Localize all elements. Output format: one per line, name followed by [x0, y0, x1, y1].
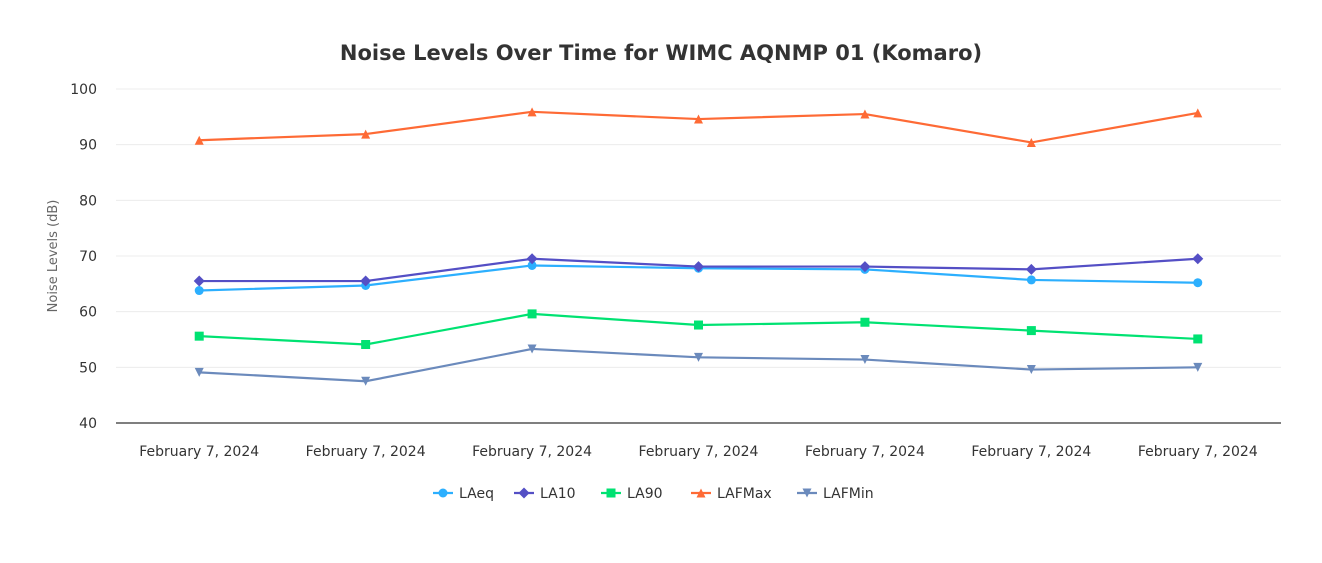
series-lafmin — [194, 344, 1203, 386]
data-point — [860, 317, 870, 327]
data-point — [194, 331, 204, 341]
x-tick-label: February 7, 2024 — [1138, 444, 1258, 460]
y-tick-label: 50 — [79, 360, 97, 376]
x-tick-label: February 7, 2024 — [639, 444, 759, 460]
series-la10 — [193, 253, 1204, 287]
data-point — [194, 135, 204, 145]
data-point — [1026, 326, 1036, 336]
data-point — [194, 286, 204, 296]
legend-label: LA10 — [540, 486, 576, 502]
y-tick-label: 100 — [70, 82, 97, 98]
data-point — [1026, 275, 1036, 285]
data-point — [527, 309, 537, 319]
x-tick-label: February 7, 2024 — [139, 444, 259, 460]
y-axis-label: Noise Levels (dB) — [46, 200, 61, 313]
data-point — [360, 275, 372, 287]
grid-lines — [116, 88, 1281, 368]
data-point — [1192, 253, 1204, 265]
data-point — [1026, 137, 1036, 147]
series-lafmax — [194, 107, 1203, 147]
legend-marker — [518, 487, 530, 499]
x-tick-label: February 7, 2024 — [805, 444, 925, 460]
series-la90 — [194, 309, 1203, 350]
legend-item-la90[interactable]: LA90 — [601, 486, 663, 502]
data-point — [194, 367, 204, 377]
x-tick-label: February 7, 2024 — [306, 444, 426, 460]
data-point — [860, 109, 870, 119]
x-tick-label: February 7, 2024 — [472, 444, 592, 460]
data-point — [1026, 365, 1036, 375]
data-point — [527, 107, 537, 117]
y-tick-label: 60 — [79, 305, 97, 321]
y-axis-ticks: 40 50 60 70 80 90 100 — [70, 82, 97, 432]
y-tick-label: 40 — [79, 416, 97, 432]
legend-item-lafmin[interactable]: LAFMin — [797, 486, 874, 502]
data-point — [693, 261, 704, 273]
data-point — [860, 355, 870, 365]
data-point — [1193, 108, 1203, 118]
legend-label: LAFMin — [823, 486, 874, 502]
series-group — [193, 107, 1204, 386]
data-point — [527, 260, 537, 270]
y-tick-label: 70 — [79, 249, 97, 265]
legend-label: LA90 — [627, 486, 663, 502]
chart-title: Noise Levels Over Time for WIMC AQNMP 01… — [340, 41, 982, 65]
data-point — [1193, 278, 1203, 288]
y-tick-label: 90 — [79, 138, 97, 154]
y-tick-label: 80 — [79, 193, 97, 209]
data-point — [1025, 263, 1037, 275]
x-tick-label: February 7, 2024 — [971, 444, 1091, 460]
data-point — [694, 320, 703, 330]
x-axis-ticks: February 7, 2024 February 7, 2024 February… — [139, 444, 1258, 460]
legend-marker — [696, 488, 706, 498]
legend-marker — [438, 488, 448, 498]
data-point — [1193, 334, 1203, 344]
data-point — [1193, 362, 1203, 372]
legend-label: LAeq — [459, 486, 494, 502]
legend-marker — [802, 488, 812, 498]
legend-label: LAFMax — [717, 486, 772, 502]
legend-marker — [606, 488, 616, 498]
data-point — [526, 253, 538, 265]
data-point — [361, 340, 371, 350]
legend-item-laeq[interactable]: LAeq — [433, 486, 494, 502]
legend: LAeq LA10 LA90 LAFMax LAFMin — [433, 486, 874, 502]
data-point — [527, 344, 537, 354]
legend-item-la10[interactable]: LA10 — [514, 486, 576, 502]
data-point — [859, 261, 871, 273]
data-point — [193, 275, 205, 287]
legend-item-lafmax[interactable]: LAFMax — [691, 486, 772, 502]
data-point — [694, 352, 703, 362]
data-point — [694, 114, 703, 124]
data-point — [361, 129, 371, 139]
data-point — [361, 376, 371, 386]
